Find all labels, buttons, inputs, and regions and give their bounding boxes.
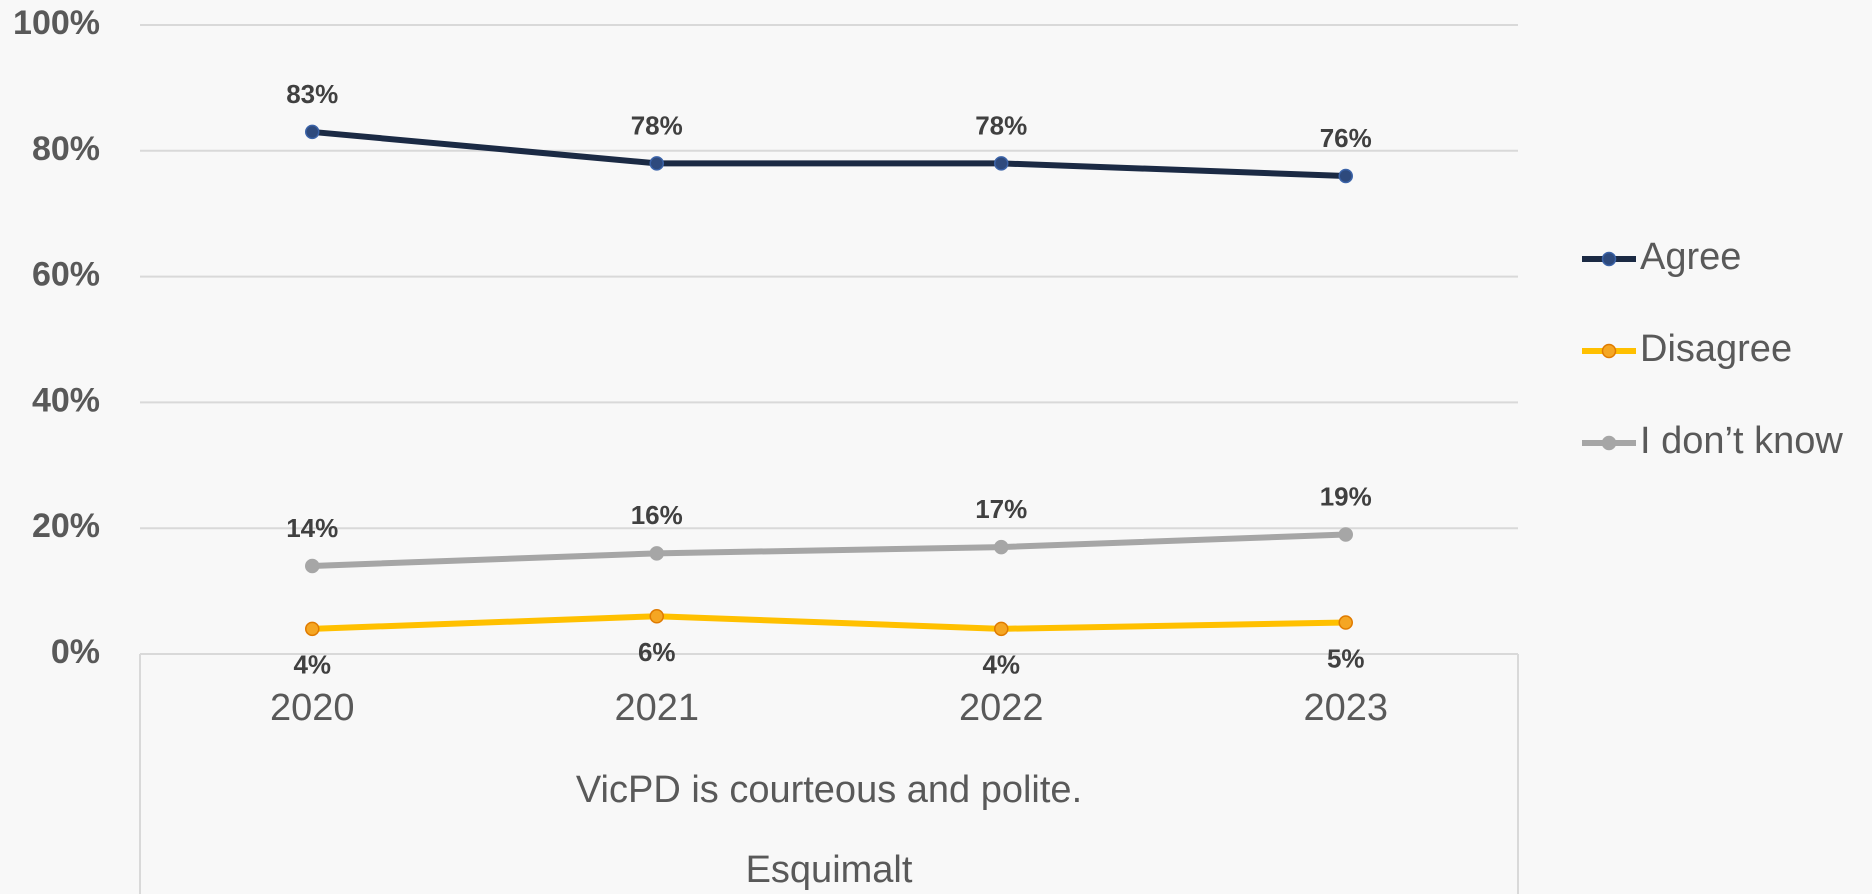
legend-label: Agree	[1640, 236, 1741, 278]
marker	[649, 156, 664, 171]
marker	[994, 539, 1009, 555]
data-label: 4%	[293, 650, 331, 680]
category-group-label: VicPD is courteous and polite.	[576, 769, 1082, 811]
legend-marker	[1601, 343, 1617, 359]
x-tick-label: 2023	[1303, 687, 1388, 729]
data-label: 78%	[631, 110, 683, 140]
data-label: 17%	[975, 494, 1027, 524]
data-label: 83%	[286, 79, 338, 109]
marker	[649, 609, 664, 624]
marker	[994, 621, 1009, 637]
y-tick-label: 60%	[32, 256, 100, 294]
series-line	[312, 613, 1346, 632]
y-tick-label: 40%	[32, 381, 100, 419]
data-label: 16%	[631, 500, 683, 530]
y-tick-label: 20%	[32, 507, 100, 545]
data-label: 14%	[286, 513, 338, 543]
marker	[305, 558, 320, 574]
legend-label: I don’t know	[1640, 420, 1843, 462]
marker	[305, 621, 320, 637]
data-label: 78%	[975, 110, 1027, 140]
category-group-label: Esquimalt	[746, 849, 913, 891]
marker	[994, 156, 1009, 171]
data-label: 19%	[1320, 481, 1372, 511]
marker	[1338, 168, 1353, 184]
series-line	[312, 531, 1346, 569]
marker	[305, 124, 320, 140]
legend-marker	[1601, 435, 1617, 451]
x-tick-label: 2020	[270, 687, 355, 729]
legend-label: Disagree	[1640, 328, 1792, 370]
y-tick-label: 80%	[32, 130, 100, 168]
marker	[1338, 527, 1353, 542]
x-tick-label: 2022	[959, 687, 1044, 729]
data-label: 76%	[1320, 123, 1372, 153]
marker	[649, 546, 664, 561]
data-label: 5%	[1327, 643, 1365, 673]
data-label: 4%	[982, 650, 1020, 680]
x-tick-label: 2021	[614, 687, 699, 729]
legend-marker	[1601, 251, 1617, 267]
y-tick-label: 100%	[13, 4, 100, 42]
y-tick-label: 0%	[51, 633, 100, 671]
data-label: 6%	[638, 637, 676, 667]
series-line	[311, 128, 1346, 179]
marker	[1338, 615, 1353, 630]
